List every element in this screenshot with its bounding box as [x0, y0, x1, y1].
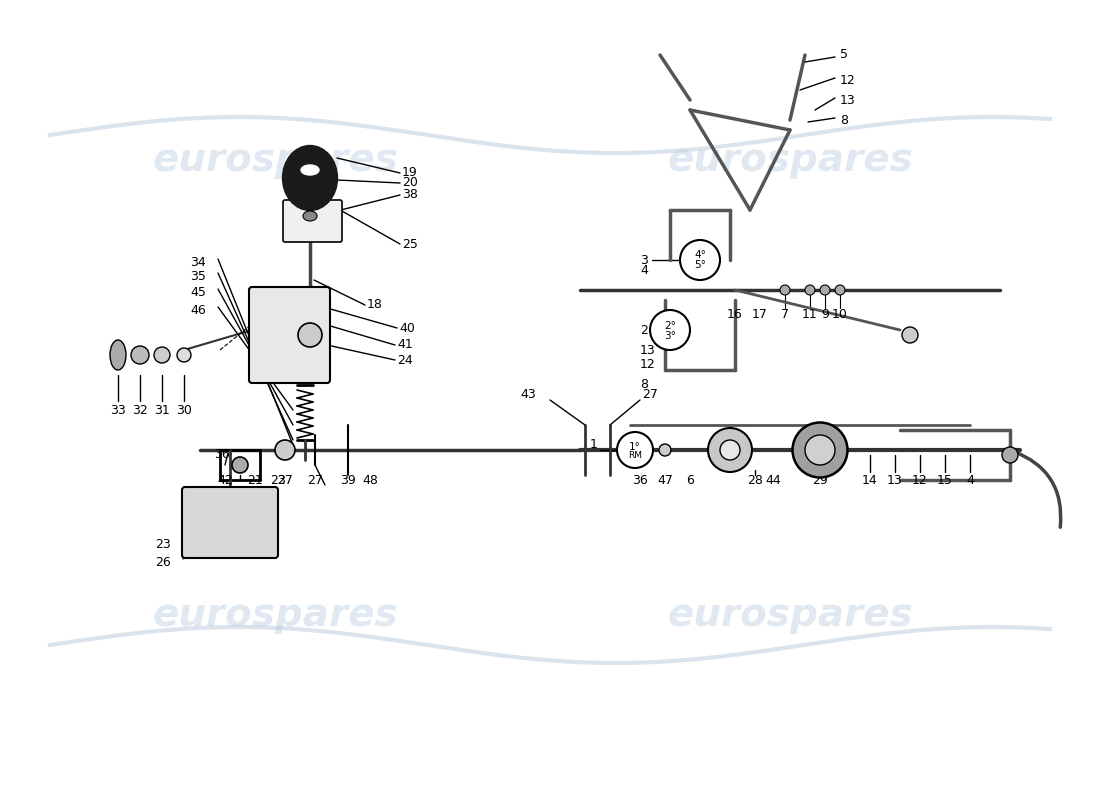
Text: 41: 41 — [397, 338, 412, 351]
Text: 32: 32 — [132, 403, 147, 417]
Text: 13: 13 — [840, 94, 856, 106]
Circle shape — [275, 440, 295, 460]
Text: 10: 10 — [832, 309, 848, 322]
Circle shape — [835, 285, 845, 295]
Circle shape — [632, 442, 648, 458]
Text: 24: 24 — [397, 354, 412, 366]
Text: eurospares: eurospares — [667, 596, 913, 634]
Text: 39: 39 — [340, 474, 356, 486]
Text: 44: 44 — [766, 474, 781, 486]
Circle shape — [720, 440, 740, 460]
Ellipse shape — [283, 146, 338, 210]
Text: 8: 8 — [640, 378, 648, 391]
Text: 17: 17 — [752, 309, 768, 322]
Text: 25: 25 — [402, 238, 418, 250]
FancyBboxPatch shape — [249, 287, 330, 383]
Text: 22: 22 — [271, 474, 286, 486]
Circle shape — [708, 428, 752, 472]
Text: 14: 14 — [862, 474, 878, 486]
Text: 13: 13 — [887, 474, 903, 486]
Circle shape — [298, 323, 322, 347]
Circle shape — [680, 240, 720, 280]
Text: 16: 16 — [727, 309, 742, 322]
Text: 1: 1 — [590, 438, 598, 451]
Text: 29: 29 — [812, 474, 828, 486]
Text: 4: 4 — [966, 474, 974, 486]
Circle shape — [232, 457, 248, 473]
Circle shape — [131, 346, 149, 364]
Circle shape — [659, 444, 671, 456]
Text: 28: 28 — [747, 474, 763, 486]
Ellipse shape — [302, 211, 317, 221]
Text: 36: 36 — [632, 474, 648, 486]
Text: 21: 21 — [248, 474, 263, 486]
Circle shape — [154, 347, 170, 363]
Circle shape — [805, 285, 815, 295]
Text: 46: 46 — [190, 303, 206, 317]
Text: eurospares: eurospares — [667, 141, 913, 179]
Text: 1°: 1° — [629, 442, 641, 452]
FancyBboxPatch shape — [283, 200, 342, 242]
Text: eurospares: eurospares — [152, 141, 398, 179]
Text: 26: 26 — [155, 555, 170, 569]
Text: 12: 12 — [840, 74, 856, 86]
Text: 19: 19 — [402, 166, 418, 179]
Text: 11: 11 — [802, 309, 818, 322]
Ellipse shape — [792, 422, 847, 478]
Text: 47: 47 — [657, 474, 673, 486]
Text: 35: 35 — [190, 270, 206, 282]
Text: 31: 31 — [154, 403, 169, 417]
Text: 4: 4 — [640, 263, 648, 277]
Text: 5: 5 — [840, 49, 848, 62]
Circle shape — [1002, 447, 1018, 463]
Text: 6: 6 — [686, 474, 694, 486]
Circle shape — [820, 285, 830, 295]
Text: 15: 15 — [937, 474, 953, 486]
Text: 40: 40 — [399, 322, 415, 334]
Text: eurospares: eurospares — [152, 596, 398, 634]
Ellipse shape — [301, 165, 319, 175]
Text: 48: 48 — [362, 474, 378, 486]
Text: 36: 36 — [214, 449, 230, 462]
Text: 12: 12 — [912, 474, 928, 486]
Circle shape — [650, 310, 690, 350]
Text: 30: 30 — [176, 403, 191, 417]
Ellipse shape — [805, 435, 835, 465]
Text: 3: 3 — [640, 254, 648, 266]
Text: 2: 2 — [640, 323, 648, 337]
Text: 38: 38 — [402, 189, 418, 202]
Text: 8: 8 — [840, 114, 848, 126]
Text: 18: 18 — [367, 298, 383, 311]
Text: 3°: 3° — [664, 331, 675, 341]
Text: 13: 13 — [640, 343, 656, 357]
Ellipse shape — [110, 340, 126, 370]
Circle shape — [617, 432, 653, 468]
Text: 4°: 4° — [694, 250, 706, 260]
Text: 27: 27 — [307, 474, 323, 486]
Text: 43: 43 — [520, 389, 536, 402]
Text: 33: 33 — [110, 403, 125, 417]
Circle shape — [780, 285, 790, 295]
Text: 2°: 2° — [664, 321, 675, 331]
Text: 5°: 5° — [694, 260, 706, 270]
Text: 34: 34 — [190, 255, 206, 269]
Circle shape — [177, 348, 191, 362]
Text: RM: RM — [628, 450, 642, 459]
Text: 45: 45 — [190, 286, 206, 298]
Text: 27: 27 — [642, 389, 658, 402]
Text: 9: 9 — [821, 309, 829, 322]
Circle shape — [902, 327, 918, 343]
FancyBboxPatch shape — [182, 487, 278, 558]
Text: 37: 37 — [277, 474, 293, 486]
Text: 12: 12 — [640, 358, 656, 371]
Text: 20: 20 — [402, 177, 418, 190]
Text: 23: 23 — [155, 538, 170, 551]
Text: 42: 42 — [217, 474, 233, 486]
Text: 7: 7 — [781, 309, 789, 322]
